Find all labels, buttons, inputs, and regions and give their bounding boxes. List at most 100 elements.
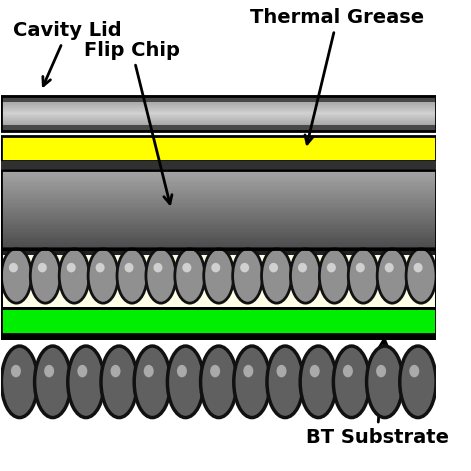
Ellipse shape xyxy=(211,263,220,272)
Bar xyxy=(1,119,436,120)
Bar xyxy=(1,234,436,236)
Bar xyxy=(1,243,436,244)
Bar xyxy=(1,104,436,105)
Bar xyxy=(1,136,436,161)
Bar xyxy=(1,118,436,119)
Bar xyxy=(1,226,436,227)
Bar xyxy=(1,113,436,114)
Bar xyxy=(1,209,436,211)
Bar xyxy=(1,108,436,109)
Bar xyxy=(1,125,436,126)
Bar xyxy=(1,244,436,246)
Bar xyxy=(1,128,436,129)
Bar xyxy=(1,101,436,102)
Bar xyxy=(1,309,436,334)
Bar xyxy=(1,191,436,193)
Bar xyxy=(1,222,436,224)
Bar xyxy=(1,122,436,123)
Bar xyxy=(1,112,436,113)
Ellipse shape xyxy=(343,365,353,377)
Ellipse shape xyxy=(300,346,336,418)
Bar xyxy=(1,120,436,121)
Bar xyxy=(1,114,436,115)
Ellipse shape xyxy=(34,346,71,418)
Ellipse shape xyxy=(366,346,403,418)
Ellipse shape xyxy=(124,263,134,272)
Ellipse shape xyxy=(9,263,18,272)
Bar xyxy=(1,109,436,110)
Bar xyxy=(1,96,436,131)
Ellipse shape xyxy=(154,263,162,272)
Ellipse shape xyxy=(409,365,419,377)
Bar xyxy=(1,126,436,127)
Bar xyxy=(1,171,436,173)
Ellipse shape xyxy=(1,249,32,303)
Bar xyxy=(1,125,436,131)
Ellipse shape xyxy=(68,346,104,418)
Bar xyxy=(1,174,436,176)
Bar xyxy=(1,126,436,127)
Bar xyxy=(1,199,436,200)
Bar xyxy=(1,216,436,217)
Bar xyxy=(1,117,436,118)
Bar xyxy=(1,108,436,109)
Ellipse shape xyxy=(1,346,38,418)
Bar xyxy=(1,223,436,225)
Ellipse shape xyxy=(276,365,286,377)
Bar xyxy=(1,197,436,199)
Ellipse shape xyxy=(244,365,253,377)
Bar xyxy=(1,115,436,116)
Bar xyxy=(1,182,436,184)
Bar xyxy=(1,178,436,179)
Bar xyxy=(1,117,436,118)
Bar xyxy=(1,130,436,131)
Bar xyxy=(1,124,436,125)
Bar xyxy=(1,195,436,196)
Bar xyxy=(1,192,436,194)
Bar xyxy=(1,100,436,101)
Ellipse shape xyxy=(204,249,234,303)
Ellipse shape xyxy=(101,346,138,418)
Bar xyxy=(1,116,436,117)
Bar xyxy=(1,200,436,202)
Bar xyxy=(1,95,436,96)
Bar xyxy=(1,127,436,128)
Ellipse shape xyxy=(385,263,394,272)
Bar xyxy=(1,221,436,222)
Bar xyxy=(1,96,436,97)
Ellipse shape xyxy=(319,249,349,303)
Ellipse shape xyxy=(167,346,204,418)
Bar xyxy=(1,194,436,195)
Ellipse shape xyxy=(111,365,121,377)
Ellipse shape xyxy=(44,365,54,377)
Text: BT Substrate: BT Substrate xyxy=(306,339,449,447)
Bar xyxy=(1,207,436,208)
Bar xyxy=(1,212,436,213)
Ellipse shape xyxy=(177,365,187,377)
Bar xyxy=(1,111,436,112)
Bar xyxy=(1,242,436,244)
Ellipse shape xyxy=(356,263,365,272)
Bar xyxy=(1,113,436,114)
Ellipse shape xyxy=(269,263,278,272)
Bar xyxy=(1,245,436,247)
Ellipse shape xyxy=(377,249,407,303)
Ellipse shape xyxy=(134,346,171,418)
Bar xyxy=(1,103,436,104)
Ellipse shape xyxy=(96,263,105,272)
Bar xyxy=(1,179,436,181)
Ellipse shape xyxy=(376,365,386,377)
Bar xyxy=(1,102,436,103)
Ellipse shape xyxy=(201,346,237,418)
Ellipse shape xyxy=(59,249,89,303)
Bar xyxy=(1,204,436,205)
Bar xyxy=(1,240,436,242)
Bar xyxy=(1,123,436,124)
Bar xyxy=(1,107,436,108)
Bar xyxy=(1,97,436,98)
Ellipse shape xyxy=(333,346,370,418)
Ellipse shape xyxy=(210,365,220,377)
Bar xyxy=(1,101,436,102)
Ellipse shape xyxy=(146,249,176,303)
Text: Cavity Lid: Cavity Lid xyxy=(13,21,122,86)
